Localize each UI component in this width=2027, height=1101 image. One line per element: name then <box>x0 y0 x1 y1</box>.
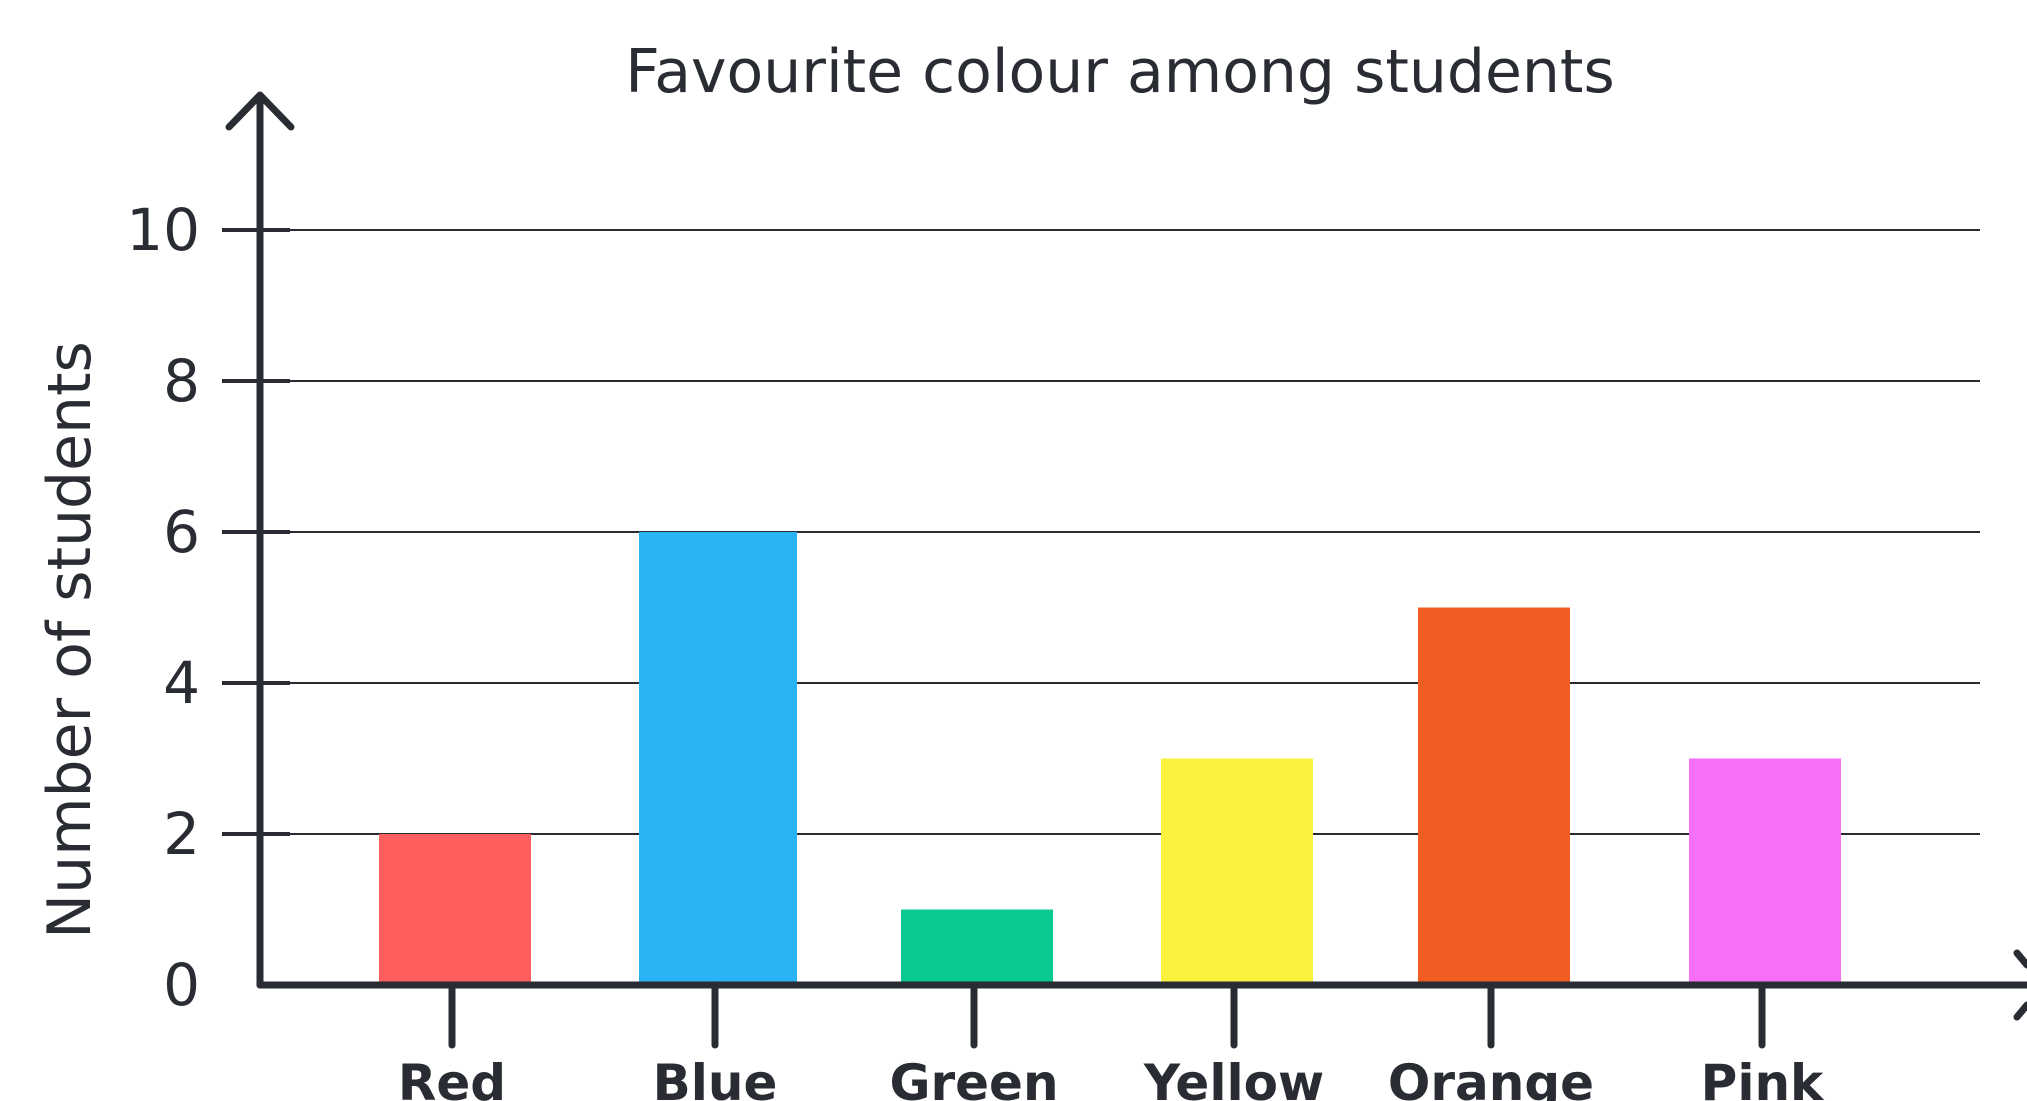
y-tick-label: 4 <box>163 649 200 717</box>
chart-title: Favourite colour among students <box>625 37 1614 107</box>
bars <box>379 532 1841 982</box>
gridlines <box>260 229 1980 835</box>
bar-yellow <box>1161 758 1313 982</box>
y-tick-label: 8 <box>163 347 200 415</box>
x-tick-label-pink: Pink <box>1701 1054 1825 1101</box>
bar-pink <box>1689 758 1841 982</box>
x-tick-label-green: Green <box>889 1054 1058 1101</box>
x-tick-label-yellow: Yellow <box>1143 1054 1324 1101</box>
x-tick-label-blue: Blue <box>653 1054 778 1101</box>
x-ticks: Red Blue Green Yellow Orange Pink <box>398 981 1825 1101</box>
bar-blue <box>639 532 797 982</box>
x-tick-label-orange: Orange <box>1388 1054 1594 1101</box>
x-axis <box>256 949 2027 1021</box>
y-tick-label: 2 <box>163 800 200 868</box>
bar-red <box>379 834 531 982</box>
y-axis <box>225 91 295 989</box>
bar-green <box>901 909 1053 982</box>
y-axis-label: Number of students <box>35 341 105 939</box>
axes <box>225 91 2027 1021</box>
bar-orange <box>1418 607 1570 982</box>
y-ticks: 0 2 4 6 8 10 <box>126 196 290 1019</box>
x-tick-label-red: Red <box>398 1054 506 1101</box>
y-tick-label: 0 <box>163 951 200 1019</box>
y-tick-label: 6 <box>163 498 200 566</box>
y-tick-label: 10 <box>126 196 200 264</box>
